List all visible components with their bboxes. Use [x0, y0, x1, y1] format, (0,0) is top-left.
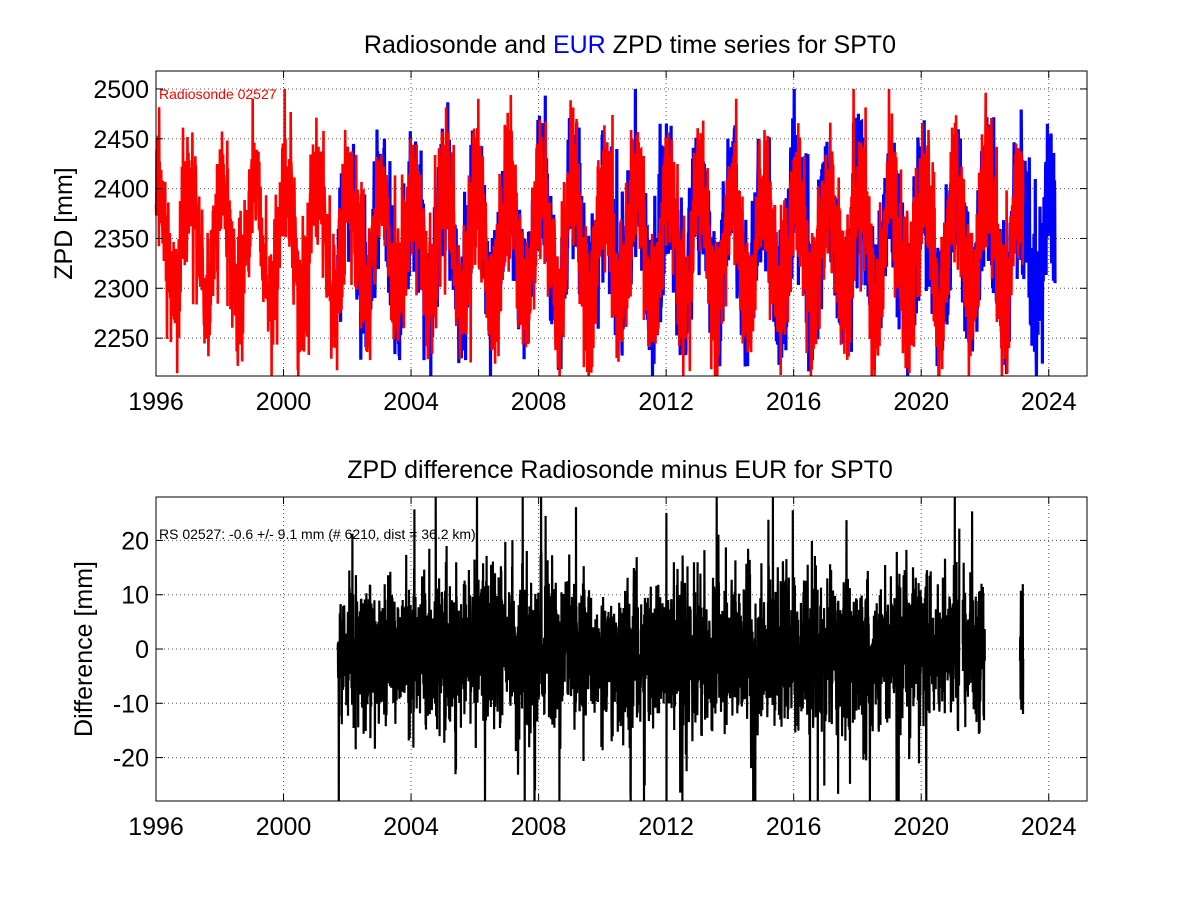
x-tick-label: 2016	[766, 388, 822, 416]
x-tick-label: 2020	[893, 388, 949, 416]
x-tick-label: 2024	[1021, 388, 1077, 416]
difference-series-line	[336, 496, 961, 802]
x-tick-label: 2004	[383, 388, 439, 416]
y-tick-label: 2300	[93, 275, 149, 303]
y-tick-label: 2450	[93, 126, 149, 154]
y-tick-label: 2400	[93, 176, 149, 204]
radiosonde-series-line	[154, 88, 1025, 377]
y-tick-label: -20	[113, 745, 149, 773]
x-tick-label: 2016	[766, 813, 822, 841]
x-tick-label: 2008	[511, 813, 567, 841]
bottom-y-axis-label: Difference [mm]	[70, 561, 98, 737]
x-tick-label: 2012	[638, 813, 694, 841]
y-tick-label: 20	[121, 527, 149, 555]
y-tick-label: 0	[135, 636, 149, 664]
y-tick-label: 2250	[93, 325, 149, 353]
bottom-tick-labels: 1996 2000 2004 2008 2012 2016 2020 2024 -20 -10 0 1…	[113, 497, 1087, 841]
y-tick-label: 2350	[93, 225, 149, 253]
zpd-difference-panel: ZPD difference Radiosonde minus EUR for …	[70, 456, 1088, 841]
top-y-axis-label: ZPD [mm]	[50, 167, 78, 280]
top-series-group	[154, 88, 1057, 377]
x-tick-label: 2020	[893, 813, 949, 841]
top-chart-title: Radiosonde and EUR ZPD time series for S…	[364, 31, 896, 59]
y-tick-label: -10	[113, 690, 149, 718]
difference-series-line	[961, 511, 986, 734]
x-tick-label: 2024	[1021, 813, 1077, 841]
title-part-3: ZPD time series for SPT0	[606, 31, 896, 59]
radiosonde-legend-label: Radiosonde 02527	[159, 86, 277, 102]
x-tick-label: 2000	[256, 813, 312, 841]
x-tick-label: 1996	[128, 388, 184, 416]
x-tick-label: 1996	[128, 813, 184, 841]
title-part-eur: EUR	[553, 31, 606, 59]
x-tick-label: 2012	[638, 388, 694, 416]
y-tick-label: 10	[121, 582, 149, 610]
x-tick-label: 2004	[383, 813, 439, 841]
bottom-chart-title: ZPD difference Radiosonde minus EUR for …	[347, 456, 893, 484]
difference-series-line	[1018, 584, 1025, 715]
title-part-1: Radiosonde and	[364, 31, 553, 59]
bottom-series-group	[336, 496, 1025, 802]
x-tick-label: 2008	[511, 388, 567, 416]
difference-stats-annotation: RS 02527: -0.6 +/- 9.1 mm (# 6210, dist …	[159, 526, 476, 542]
top-tick-labels: 1996 2000 2004 2008 2012 2016 2020 2024 2250 2300…	[93, 71, 1087, 416]
top-axes-frame	[155, 70, 1088, 377]
zpd-time-series-panel: Radiosonde and EUR ZPD time series for S…	[50, 31, 1088, 416]
y-tick-label: 2500	[93, 76, 149, 104]
x-tick-label: 2000	[256, 388, 312, 416]
